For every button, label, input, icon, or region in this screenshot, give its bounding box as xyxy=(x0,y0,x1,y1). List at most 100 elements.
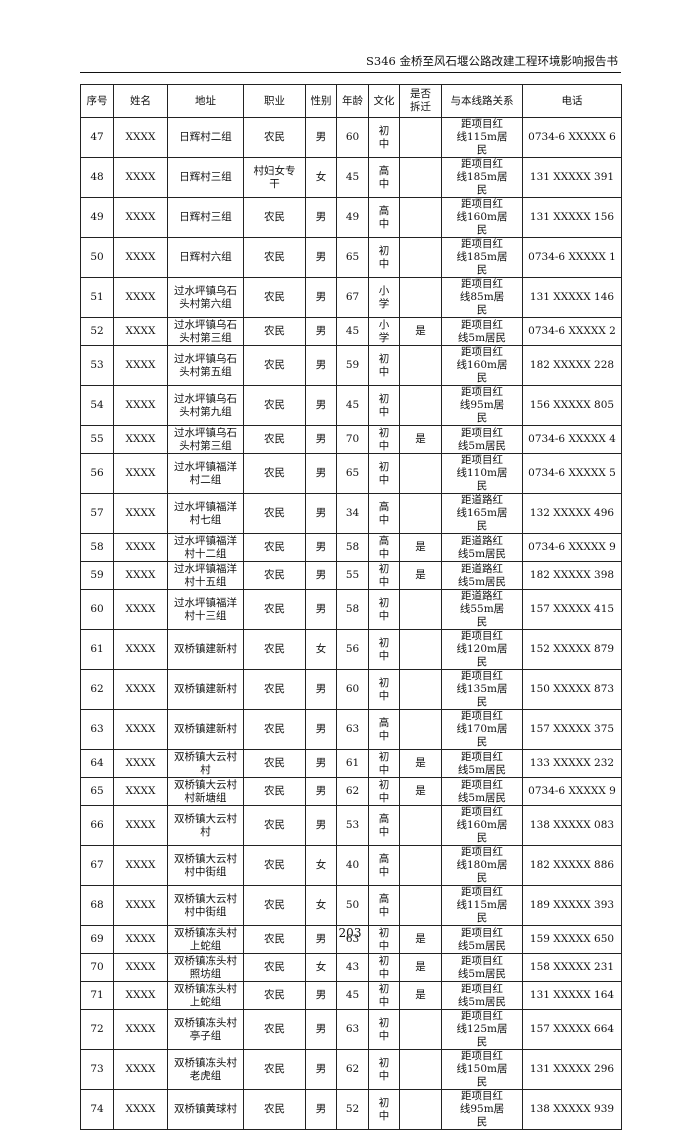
cell-age: 45 xyxy=(336,981,369,1010)
cell-age: 43 xyxy=(336,953,369,982)
cell-occupation: 农民 xyxy=(243,533,306,562)
cell-age: 45 xyxy=(336,157,369,198)
cell-education: 初中 xyxy=(368,345,400,386)
cell-occupation: 农民 xyxy=(243,1049,306,1090)
cell-phone: 0734-6 XXXXX 4 xyxy=(522,425,622,454)
cell-address: 过水坪镇福洋村十三组 xyxy=(167,589,244,630)
cell-gender: 男 xyxy=(305,669,337,710)
cell-relocation xyxy=(399,277,442,318)
cell-relation-to-route: 距道路红线5m居民 xyxy=(441,533,523,562)
cell-age: 62 xyxy=(336,777,369,806)
page-number: 203 xyxy=(338,926,362,940)
cell-row-number: 51 xyxy=(80,277,114,318)
cell-phone: 131 XXXXX 146 xyxy=(522,277,622,318)
cell-name: XXXX xyxy=(113,777,168,806)
cell-address: 双桥镇大云村村 xyxy=(167,805,244,846)
cell-age: 65 xyxy=(336,453,369,494)
cell-address: 过水坪镇乌石头村第三组 xyxy=(167,425,244,454)
cell-relation-to-route: 距项目红线5m居民 xyxy=(441,981,523,1010)
cell-occupation: 农民 xyxy=(243,237,306,278)
cell-occupation: 农民 xyxy=(243,385,306,426)
cell-phone: 157 XXXXX 375 xyxy=(522,709,622,750)
cell-relocation xyxy=(399,385,442,426)
cell-age: 58 xyxy=(336,533,369,562)
cell-relocation xyxy=(399,453,442,494)
table-row: 58 XXXX 过水坪镇福洋村十二组 农民男 58 高中是距道路红线5m居民 0734-6 … xyxy=(80,533,622,562)
cell-education: 高中 xyxy=(368,197,400,238)
cell-education: 高中 xyxy=(368,493,400,534)
cell-address: 双桥镇大云村村中街组 xyxy=(167,845,244,886)
cell-name: XXXX xyxy=(113,157,168,198)
cell-row-number: 74 xyxy=(80,1089,114,1130)
cell-education: 初中 xyxy=(368,629,400,670)
table-row: 60 XXXX 过水坪镇福洋村十三组 农民男 58 初中 距道路红线55m居民 157 XXX… xyxy=(80,589,622,630)
cell-education: 初中 xyxy=(368,237,400,278)
cell-name: XXXX xyxy=(113,1089,168,1130)
cell-name: XXXX xyxy=(113,925,168,954)
cell-education: 初中 xyxy=(368,1089,400,1130)
cell-occupation: 农民 xyxy=(243,425,306,454)
cell-row-number: 67 xyxy=(80,845,114,886)
column-header: 是否拆迁 xyxy=(399,84,442,118)
cell-relation-to-route: 距项目红线110m居民 xyxy=(441,453,523,494)
cell-phone: 182 XXXXX 228 xyxy=(522,345,622,386)
table-row: 56 XXXX 过水坪镇福洋村二组 农民男 65 初中 距项目红线110m居民 0734-6 … xyxy=(80,453,622,494)
cell-address: 双桥镇建新村 xyxy=(167,629,244,670)
cell-row-number: 57 xyxy=(80,493,114,534)
cell-name: XXXX xyxy=(113,533,168,562)
cell-row-number: 53 xyxy=(80,345,114,386)
cell-education: 高中 xyxy=(368,885,400,926)
cell-gender: 男 xyxy=(305,709,337,750)
cell-gender: 男 xyxy=(305,1009,337,1050)
table-row: 59 XXXX 过水坪镇福洋村十五组 农民男 55 初中是距道路红线5m居民 182 XXX… xyxy=(80,561,622,590)
cell-relation-to-route: 距项目红线160m居民 xyxy=(441,805,523,846)
cell-age: 62 xyxy=(336,1049,369,1090)
cell-row-number: 62 xyxy=(80,669,114,710)
cell-age: 49 xyxy=(336,197,369,238)
cell-relocation xyxy=(399,157,442,198)
cell-gender: 男 xyxy=(305,561,337,590)
cell-relocation xyxy=(399,1009,442,1050)
cell-row-number: 68 xyxy=(80,885,114,926)
cell-row-number: 66 xyxy=(80,805,114,846)
cell-address: 过水坪镇福洋村七组 xyxy=(167,493,244,534)
cell-name: XXXX xyxy=(113,953,168,982)
cell-address: 过水坪镇乌石头村第五组 xyxy=(167,345,244,386)
cell-age: 34 xyxy=(336,493,369,534)
cell-name: XXXX xyxy=(113,237,168,278)
cell-relocation: 是 xyxy=(399,317,442,346)
cell-relocation xyxy=(399,197,442,238)
cell-row-number: 49 xyxy=(80,197,114,238)
cell-row-number: 59 xyxy=(80,561,114,590)
cell-occupation: 农民 xyxy=(243,197,306,238)
cell-occupation: 农民 xyxy=(243,345,306,386)
table-row: 47 XXXX 日辉村二组 农民男 60 初中 距项目红线115m居民 0734-6 XXXX… xyxy=(80,117,622,158)
cell-row-number: 48 xyxy=(80,157,114,198)
cell-name: XXXX xyxy=(113,805,168,846)
cell-gender: 女 xyxy=(305,157,337,198)
cell-occupation: 农民 xyxy=(243,453,306,494)
cell-gender: 男 xyxy=(305,345,337,386)
cell-name: XXXX xyxy=(113,345,168,386)
cell-name: XXXX xyxy=(113,1049,168,1090)
cell-occupation: 农民 xyxy=(243,885,306,926)
cell-address: 过水坪镇福洋村二组 xyxy=(167,453,244,494)
cell-education: 初中 xyxy=(368,1009,400,1050)
cell-occupation: 农民 xyxy=(243,777,306,806)
cell-relation-to-route: 距项目红线5m居民 xyxy=(441,749,523,778)
cell-relation-to-route: 距项目红线5m居民 xyxy=(441,953,523,982)
cell-relocation: 是 xyxy=(399,981,442,1010)
cell-gender: 男 xyxy=(305,425,337,454)
cell-age: 65 xyxy=(336,237,369,278)
cell-occupation: 农民 xyxy=(243,277,306,318)
cell-phone: 0734-6 XXXXX 9 xyxy=(522,533,622,562)
cell-phone: 131 XXXXX 156 xyxy=(522,197,622,238)
table-row: 69 XXXX 双桥镇冻头村上蛇组 农民男 63 初中是距项目红线5m居民 159 XXXX… xyxy=(80,925,622,954)
cell-occupation: 农民 xyxy=(243,317,306,346)
column-header: 职业 xyxy=(243,84,306,118)
cell-relocation xyxy=(399,709,442,750)
cell-phone: 0734-6 XXXXX 6 xyxy=(522,117,622,158)
cell-phone: 131 XXXXX 391 xyxy=(522,157,622,198)
cell-relocation xyxy=(399,669,442,710)
header-rule xyxy=(80,72,621,73)
